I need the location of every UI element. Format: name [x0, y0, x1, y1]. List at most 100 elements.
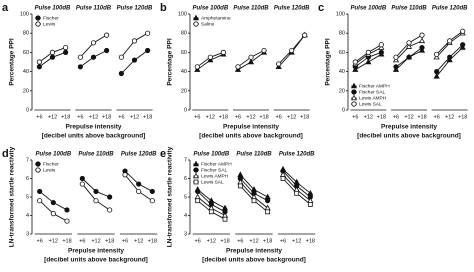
panel-letter: c	[318, 2, 324, 14]
x-tick-label: +18	[300, 114, 309, 120]
series-line	[82, 178, 110, 198]
x-tick-label: +6	[235, 114, 241, 120]
y-axis-label: Percentage PPI	[167, 38, 174, 86]
marker	[418, 37, 426, 44]
group-label: Pulse 120dB	[117, 6, 153, 12]
group-label: Pulse 100dB	[35, 6, 71, 12]
series-line	[80, 34, 107, 58]
y-tick-label: 60	[339, 50, 345, 56]
marker	[36, 64, 42, 70]
marker	[93, 198, 99, 204]
x-tick-label: +18	[263, 238, 272, 244]
y-tick-label: 40	[181, 69, 187, 75]
marker	[77, 54, 83, 60]
legend-marker	[193, 167, 199, 173]
legend-label: Saline	[201, 21, 215, 27]
x-tick-label: +6	[237, 238, 243, 244]
marker	[261, 47, 267, 54]
x-axis-label: Prepulse intensity	[381, 124, 437, 131]
group-label: Pulse 120dB	[432, 6, 468, 12]
marker	[419, 32, 425, 38]
x-tick-label: +6	[276, 114, 282, 120]
legend-marker	[350, 82, 358, 89]
marker	[365, 49, 371, 56]
marker	[194, 64, 200, 70]
x-axis-label: Prepulse intensity	[223, 124, 279, 131]
x-tick-label: +6	[194, 114, 200, 120]
y-tick-label: 0	[26, 107, 29, 113]
y-tick-label: 3	[184, 231, 187, 237]
x-tick-label: +18	[219, 114, 228, 120]
marker	[107, 194, 113, 200]
legend-label: Lewis AMPH	[359, 95, 387, 101]
x-tick-label: +18	[417, 114, 426, 120]
legend-label: Fischer	[43, 15, 59, 21]
marker	[447, 38, 453, 44]
y-tick-label: 40	[339, 69, 345, 75]
group-label: Pulse 110dB	[78, 152, 114, 158]
marker	[434, 69, 440, 75]
legend-marker	[193, 21, 199, 27]
x-tick-label: +12	[445, 114, 454, 120]
marker	[294, 190, 300, 196]
x-tick-label: +6	[352, 114, 358, 120]
y-tick-label: 0	[184, 107, 187, 113]
x-tick-label: +6	[79, 238, 85, 244]
marker	[235, 64, 241, 70]
x-tick-label: +6	[122, 238, 128, 244]
marker	[104, 47, 110, 54]
marker	[405, 43, 413, 49]
x-axis-label: [decibel units above background]	[44, 257, 148, 264]
panel-letter: d	[2, 148, 9, 160]
marker	[122, 172, 128, 178]
x-axis-label: Prepulse intensity	[226, 248, 282, 255]
x-tick-label: +12	[91, 238, 100, 244]
marker	[419, 44, 425, 51]
legend-label: Fischer	[43, 161, 59, 167]
x-axis-label: [decibel units above background]	[357, 133, 461, 140]
y-tick-label: 20	[23, 88, 29, 94]
marker	[90, 54, 97, 60]
legend-marker	[35, 161, 41, 167]
x-tick-label: +18	[458, 114, 467, 120]
y-tick-label: 40	[23, 69, 29, 75]
x-tick-label: +18	[62, 238, 71, 244]
y-axis-label: LN-transformed startle reactivity	[9, 146, 16, 247]
marker	[207, 54, 213, 60]
x-tick-label: +12	[249, 238, 258, 244]
x-tick-label: +12	[404, 114, 413, 120]
marker	[289, 47, 295, 54]
group-label: Pulse 110dB	[236, 152, 272, 158]
y-tick-label: 60	[23, 50, 29, 56]
marker	[145, 47, 151, 54]
legend-label: Lewis SAL	[201, 179, 224, 185]
x-tick-label: +6	[434, 114, 440, 120]
x-tick-label: +6	[280, 238, 286, 244]
marker	[145, 30, 151, 36]
x-axis-label: Prepulse intensity	[68, 248, 124, 255]
y-tick-label: 80	[339, 31, 345, 37]
y-tick-label: 4	[184, 213, 187, 219]
marker	[49, 49, 56, 56]
series-line	[81, 183, 110, 211]
marker	[136, 181, 142, 187]
legend-label: Fischer SAL	[201, 167, 227, 173]
panel-letter: a	[2, 2, 9, 14]
x-tick-label: +18	[102, 114, 111, 120]
x-tick-label: +6	[36, 114, 42, 120]
marker	[136, 188, 142, 195]
x-tick-label: +12	[49, 238, 58, 244]
marker	[251, 198, 257, 204]
panel-letter: b	[160, 2, 167, 14]
marker	[37, 198, 43, 204]
y-tick-label: 80	[181, 31, 187, 37]
x-tick-label: +12	[364, 114, 373, 120]
marker	[131, 57, 138, 63]
x-tick-label: +6	[118, 114, 124, 120]
x-tick-label: +18	[306, 238, 315, 244]
marker	[118, 54, 124, 60]
y-tick-label: 6	[26, 176, 29, 182]
legend-label: Amphetamine	[201, 15, 231, 21]
group-label: Pulse 120dB	[274, 6, 310, 12]
